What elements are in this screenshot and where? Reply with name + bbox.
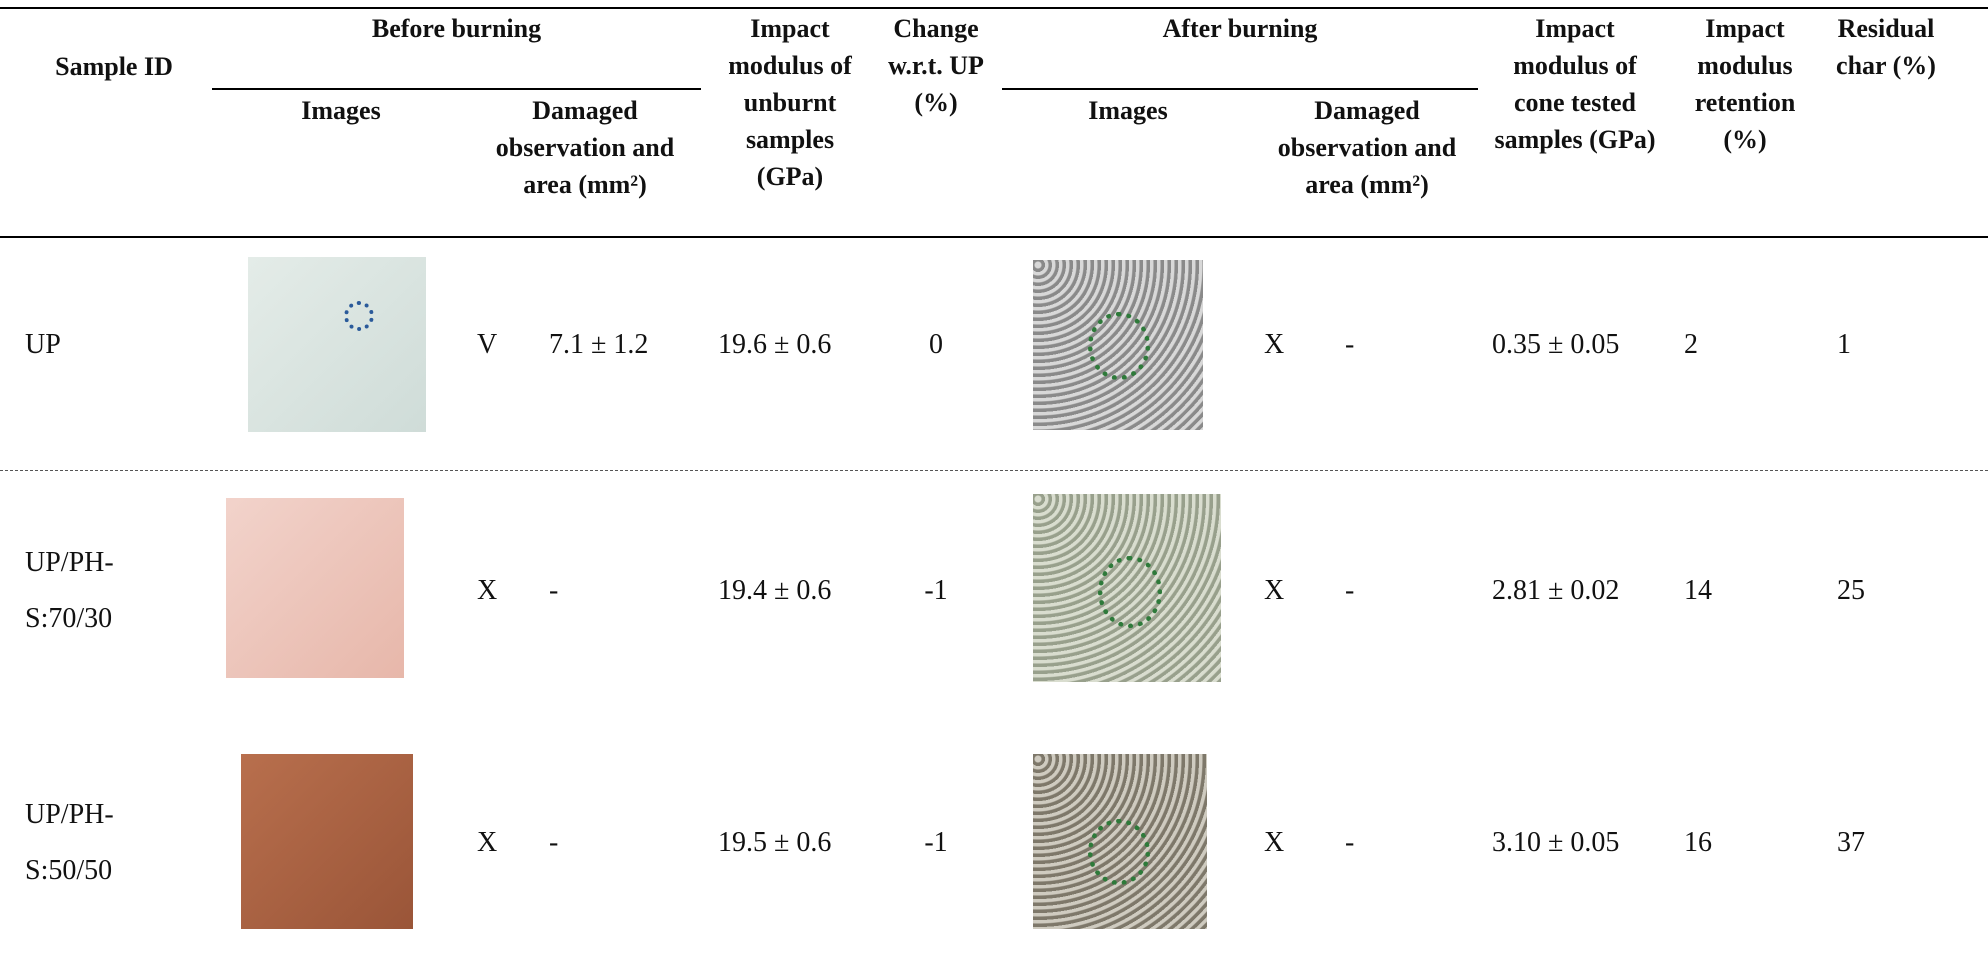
sample-image <box>1033 260 1203 430</box>
sample-image <box>248 257 426 432</box>
cell-cone-modulus: 3.10 ± 0.05 <box>1492 823 1619 863</box>
sample-image <box>241 754 413 929</box>
cell-char: 1 <box>1837 325 1851 365</box>
cell-char: 25 <box>1837 571 1865 611</box>
column-header: Change w.r.t. UP (%) <box>880 10 992 121</box>
cell-after-area: - <box>1345 823 1354 863</box>
group-rule <box>212 88 701 90</box>
cell-before-mark: X <box>477 823 497 863</box>
cell-sample: UP/PH-S:70/30 <box>25 535 135 647</box>
cell-sample: UP <box>25 317 135 373</box>
column-header: Images <box>241 92 441 129</box>
cell-modulus: 19.6 ± 0.6 <box>718 325 831 365</box>
cell-after-area: - <box>1345 325 1354 365</box>
column-header: Impact modulus retention (%) <box>1680 10 1810 158</box>
cell-change: -1 <box>924 571 947 611</box>
cell-after-mark: X <box>1264 325 1284 365</box>
column-header: Damaged observation and area (mm²) <box>1272 92 1462 203</box>
column-header: Images <box>1028 92 1228 129</box>
cell-change: 0 <box>929 325 943 365</box>
cell-before-mark: V <box>477 325 497 365</box>
cell-sample: UP/PH-S:50/50 <box>25 787 135 899</box>
cell-retention: 14 <box>1684 571 1712 611</box>
cell-cone-modulus: 0.35 ± 0.05 <box>1492 325 1619 365</box>
cell-before-area: - <box>549 823 558 863</box>
table-page: Before burning After burning Sample ID Imag… <box>0 0 1988 974</box>
header-rule <box>0 236 1988 238</box>
cell-char: 37 <box>1837 823 1865 863</box>
column-header: Damaged observation and area (mm²) <box>490 92 680 203</box>
row-divider <box>0 470 1988 471</box>
column-header: Sample ID <box>0 48 228 85</box>
group-header: Before burning <box>212 10 701 47</box>
cell-after-area: - <box>1345 571 1354 611</box>
cell-cone-modulus: 2.81 ± 0.02 <box>1492 571 1619 611</box>
cell-before-mark: X <box>477 571 497 611</box>
cell-modulus: 19.4 ± 0.6 <box>718 571 831 611</box>
column-header: Impact modulus of cone tested samples (G… <box>1485 10 1665 158</box>
group-header: After burning <box>1002 10 1478 47</box>
group-rule <box>1002 88 1478 90</box>
cell-before-area: - <box>549 571 558 611</box>
column-header: Impact modulus of unburnt samples (GPa) <box>720 10 860 195</box>
sample-image <box>226 498 404 678</box>
cell-modulus: 19.5 ± 0.6 <box>718 823 831 863</box>
cell-retention: 2 <box>1684 325 1698 365</box>
cell-retention: 16 <box>1684 823 1712 863</box>
column-header: Residual char (%) <box>1822 10 1950 84</box>
cell-after-mark: X <box>1264 571 1284 611</box>
top-rule <box>0 7 1988 9</box>
cell-change: -1 <box>924 823 947 863</box>
sample-image <box>1033 754 1207 929</box>
cell-after-mark: X <box>1264 823 1284 863</box>
sample-image <box>1033 494 1221 682</box>
cell-before-area: 7.1 ± 1.2 <box>549 325 648 365</box>
